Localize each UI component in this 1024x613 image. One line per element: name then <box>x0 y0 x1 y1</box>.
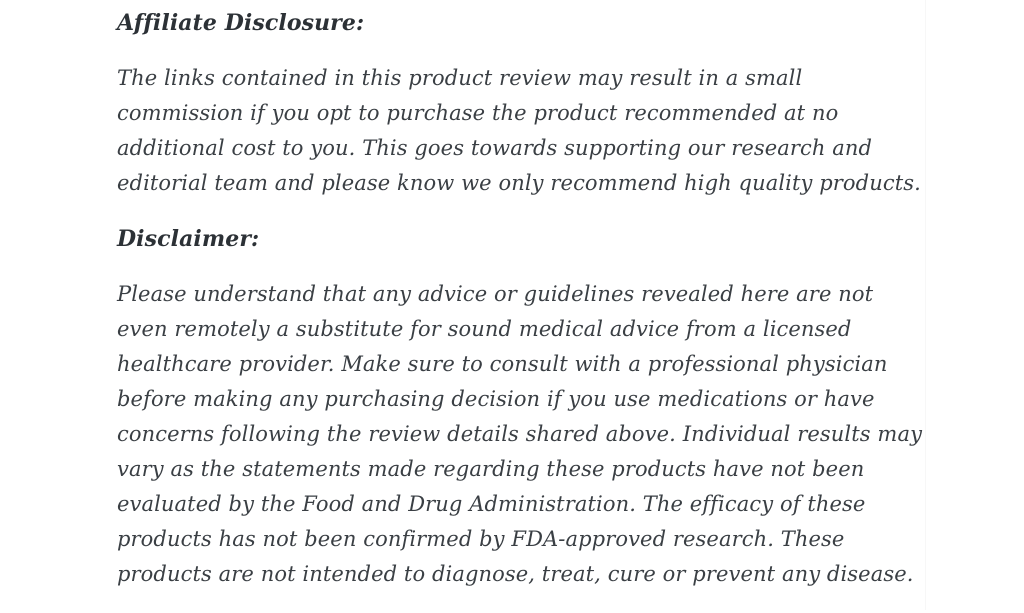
affiliate-disclosure-heading: Affiliate Disclosure: <box>117 10 365 36</box>
content-column-edge <box>925 0 926 610</box>
affiliate-disclosure-paragraph: The links contained in this product revi… <box>117 66 921 195</box>
article-content: Affiliate Disclosure: The links containe… <box>117 6 925 613</box>
disclaimer-paragraph: Please understand that any advice or gui… <box>117 282 923 586</box>
disclaimer-heading: Disclaimer: <box>117 226 260 252</box>
